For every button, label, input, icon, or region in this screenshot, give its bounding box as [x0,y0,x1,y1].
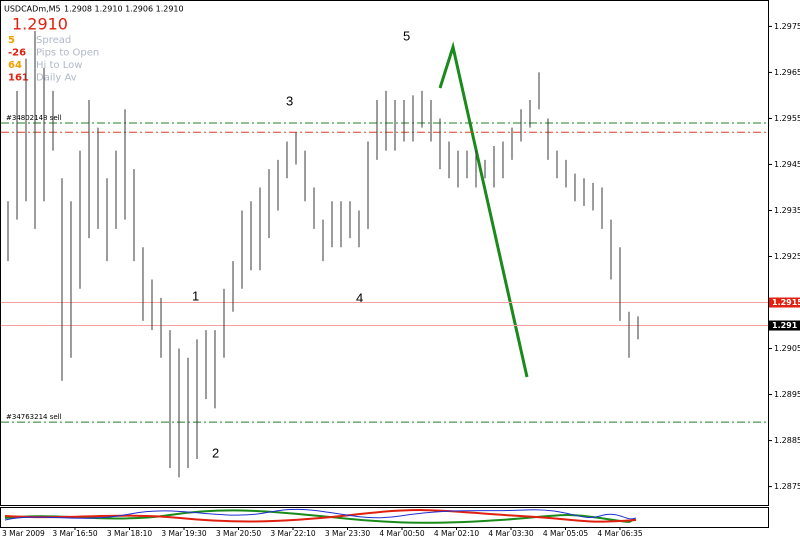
x-tick-label: 3 Mar 18:10 [107,529,153,538]
order-label: #34763214 sell [6,413,62,421]
x-tick-label: 4 Mar 06:35 [597,529,643,538]
price-box-label: 1.2915 [772,298,800,307]
x-tick-label: 4 Mar 03:30 [488,529,534,538]
wave-label: 5 [403,28,410,43]
info-value: -26 [8,48,26,59]
indicator-line [4,509,636,524]
x-tick-label: 3 Mar 16:50 [52,529,98,538]
price-box [769,297,800,308]
price-box-label: 1.291 [772,321,798,330]
indicator-curves [4,508,637,524]
price: 1.2910 [12,15,68,34]
price-box [769,320,800,331]
wave-label: 1 [192,288,199,303]
info-value: 64 [8,60,22,71]
wave-label: 2 [212,445,219,460]
x-tick-label: 3 Mar 22:10 [270,529,316,538]
y-tick-label: 1.2965 [774,68,800,77]
y-tick-label: 1.2935 [774,206,800,215]
info-label: Daily Av [36,73,77,84]
y-tick-label: 1.2955 [774,114,800,123]
y-tick-label: 1.2925 [774,252,800,261]
wave-label: 4 [356,290,363,305]
x-tick-label: 3 Mar 20:50 [216,529,262,538]
wave-label: 3 [286,93,293,108]
x-tick-label: 4 Mar 02:10 [434,529,480,538]
info-label: Hi to Low [36,60,82,71]
x-tick-label: 4 Mar 00:50 [379,529,425,538]
info-label: Spread [36,35,71,46]
y-tick-label: 1.2875 [774,482,800,491]
y-tick-label: 1.2885 [774,436,800,445]
y-tick-label: 1.2945 [774,160,800,169]
info-label: Pips to Open [36,48,99,59]
indicator-line [4,508,637,521]
y-tick-label: 1.2905 [774,344,800,353]
x-tick-label: 3 Mar 19:30 [161,529,207,538]
order-label: #34802148 sell [6,114,62,122]
y-tick-label: 1.2975 [774,22,800,31]
info-value: 5 [8,35,15,46]
trend-line [438,41,529,378]
x-tick-label: 3 Mar 23:30 [325,529,371,538]
x-tick-label: 4 Mar 05:05 [543,529,589,538]
y-tick-label: 1.2895 [774,390,800,399]
symbol: USDCADm,M5 [4,5,61,14]
x-tick-label: 3 Mar 2009 [2,529,45,538]
plot-frame [0,0,769,506]
info-value: 161 [8,73,29,84]
quote: 1.2908 1.2910 1.2906 1.2910 [64,5,184,14]
